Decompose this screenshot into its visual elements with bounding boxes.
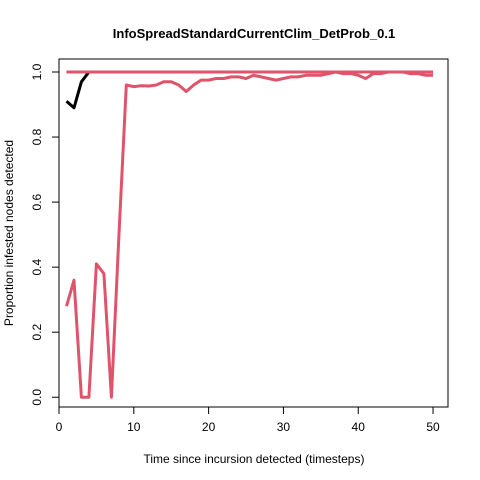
x-axis: 0 10 20 30 40 50 — [56, 406, 440, 434]
x-tick-label: 10 — [127, 420, 141, 434]
y-tick-label: 0.6 — [30, 193, 44, 210]
y-tick-label: 0.4 — [30, 258, 44, 275]
chart-title: InfoSpreadStandardCurrentClim_DetProb_0.… — [113, 26, 395, 41]
x-tick-label: 40 — [352, 420, 366, 434]
x-tick-label: 50 — [426, 420, 440, 434]
y-tick-label: 0.8 — [30, 128, 44, 145]
series-layer — [65, 70, 433, 399]
x-tick-label: 30 — [277, 420, 291, 434]
series-line-1 — [65, 71, 91, 110]
y-axis: 0.0 0.2 0.4 0.6 0.8 1.0 — [30, 63, 60, 406]
y-axis-label: Proportion infested nodes detected — [2, 140, 16, 326]
x-tick-label: 20 — [202, 420, 216, 434]
x-tick-label: 0 — [56, 420, 63, 434]
plot-frame — [58, 58, 449, 408]
x-axis-label: Time since incursion detected (timesteps… — [144, 452, 365, 466]
y-tick-label: 0.2 — [30, 324, 44, 341]
y-tick-label: 0.0 — [30, 389, 44, 406]
y-tick-label: 1.0 — [30, 63, 44, 80]
series-line-3 — [65, 70, 433, 399]
